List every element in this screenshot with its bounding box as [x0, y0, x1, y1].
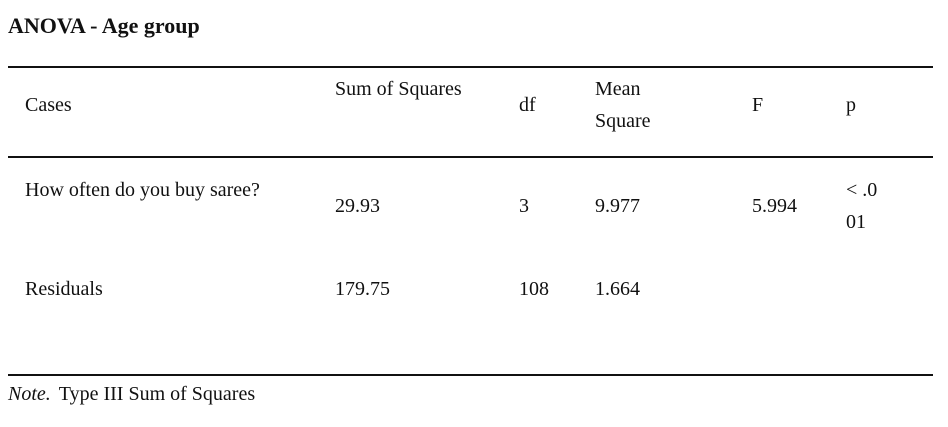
bottom-rule [8, 374, 933, 376]
header-df: df [519, 94, 536, 116]
cell-df: 3 [519, 195, 529, 217]
cell-mean-square: 1.664 [595, 278, 640, 300]
cell-sum-of-squares: 179.75 [335, 278, 390, 300]
note-label: Note. [8, 383, 51, 405]
cell-case: How often do you buy saree? [25, 179, 260, 201]
header-cases: Cases [25, 94, 72, 116]
header-rule [8, 156, 933, 158]
top-rule [8, 66, 933, 68]
header-mean-square: Mean Square [595, 78, 651, 132]
header-p: p [846, 94, 856, 116]
cell-p: < .001 [846, 179, 878, 233]
cell-mean-square: 9.977 [595, 195, 640, 217]
table-note: Note. Type III Sum of Squares [8, 378, 255, 410]
header-sum-of-squares: Sum of Squares [335, 78, 462, 100]
cell-sum-of-squares: 29.93 [335, 195, 380, 217]
note-text: Type III Sum of Squares [58, 383, 256, 405]
header-f: F [752, 94, 764, 116]
table-title: ANOVA - Age group [8, 13, 200, 38]
cell-case: Residuals [25, 278, 103, 300]
cell-f: 5.994 [752, 195, 797, 217]
cell-df: 108 [519, 278, 549, 300]
